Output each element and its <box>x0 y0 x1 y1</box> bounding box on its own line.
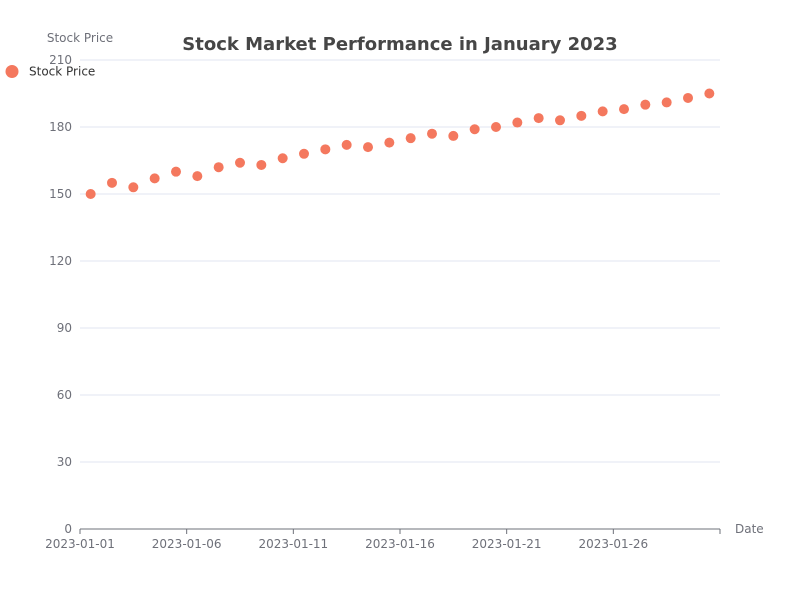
data-point[interactable] <box>277 153 288 164</box>
legend-marker <box>5 65 19 78</box>
data-point[interactable] <box>576 110 587 121</box>
x-tick-label: 2023-01-01 <box>45 537 115 551</box>
data-point[interactable] <box>85 189 96 199</box>
x-tick-label: 2023-01-26 <box>578 537 648 551</box>
data-point[interactable] <box>256 159 267 170</box>
y-tick-label: 210 <box>49 53 72 67</box>
data-point[interactable] <box>640 99 651 110</box>
data-point[interactable] <box>448 130 459 141</box>
legend[interactable]: Stock Price <box>5 65 96 79</box>
data-point[interactable] <box>235 157 245 168</box>
x-tick-label: 2023-01-16 <box>365 537 435 551</box>
data-point[interactable] <box>619 104 629 115</box>
data-point[interactable] <box>533 113 544 124</box>
y-gridlines <box>80 59 720 463</box>
data-points <box>85 88 715 199</box>
x-tick-label: 2023-01-21 <box>472 537 542 551</box>
legend-label: Stock Price <box>29 65 95 79</box>
data-point[interactable] <box>299 148 309 159</box>
data-point[interactable] <box>491 122 501 132</box>
y-axis-label: Stock Price <box>47 31 113 45</box>
y-tick-label: 180 <box>49 120 72 134</box>
data-point[interactable] <box>555 115 565 126</box>
y-tick-label: 0 <box>64 522 72 536</box>
data-point[interactable] <box>405 133 416 144</box>
x-axis-label: Date <box>735 522 764 536</box>
data-point[interactable] <box>512 117 523 128</box>
y-tick-label: 30 <box>57 455 72 469</box>
data-point[interactable] <box>427 128 437 139</box>
data-point[interactable] <box>149 173 160 184</box>
x-tick-label: 2023-01-06 <box>152 537 222 551</box>
y-tick-label: 60 <box>57 388 72 402</box>
data-point[interactable] <box>128 182 139 193</box>
data-point[interactable] <box>704 88 715 99</box>
y-tick-label: 150 <box>49 187 72 201</box>
x-tick-label: 2023-01-11 <box>258 537 328 551</box>
data-point[interactable] <box>171 166 181 177</box>
data-point[interactable] <box>107 177 117 188</box>
x-axis-ticks: 2023-01-01 2023-01-06 2023-01-11 2023-01-16… <box>45 529 721 551</box>
data-point[interactable] <box>192 171 203 182</box>
chart-title: Stock Market Performance in January 2023 <box>182 34 617 55</box>
y-tick-label: 90 <box>57 321 72 335</box>
y-tick-label: 120 <box>49 254 72 268</box>
data-point[interactable] <box>661 97 672 108</box>
data-point[interactable] <box>469 124 480 135</box>
data-point[interactable] <box>363 142 373 153</box>
data-point[interactable] <box>341 139 352 150</box>
data-point[interactable] <box>683 92 693 103</box>
data-point[interactable] <box>384 137 395 148</box>
data-point[interactable] <box>597 106 608 117</box>
data-point[interactable] <box>213 162 224 173</box>
data-point[interactable] <box>320 144 331 155</box>
y-axis-ticks: 0 30 60 90 120 150 180 210 <box>49 53 72 536</box>
